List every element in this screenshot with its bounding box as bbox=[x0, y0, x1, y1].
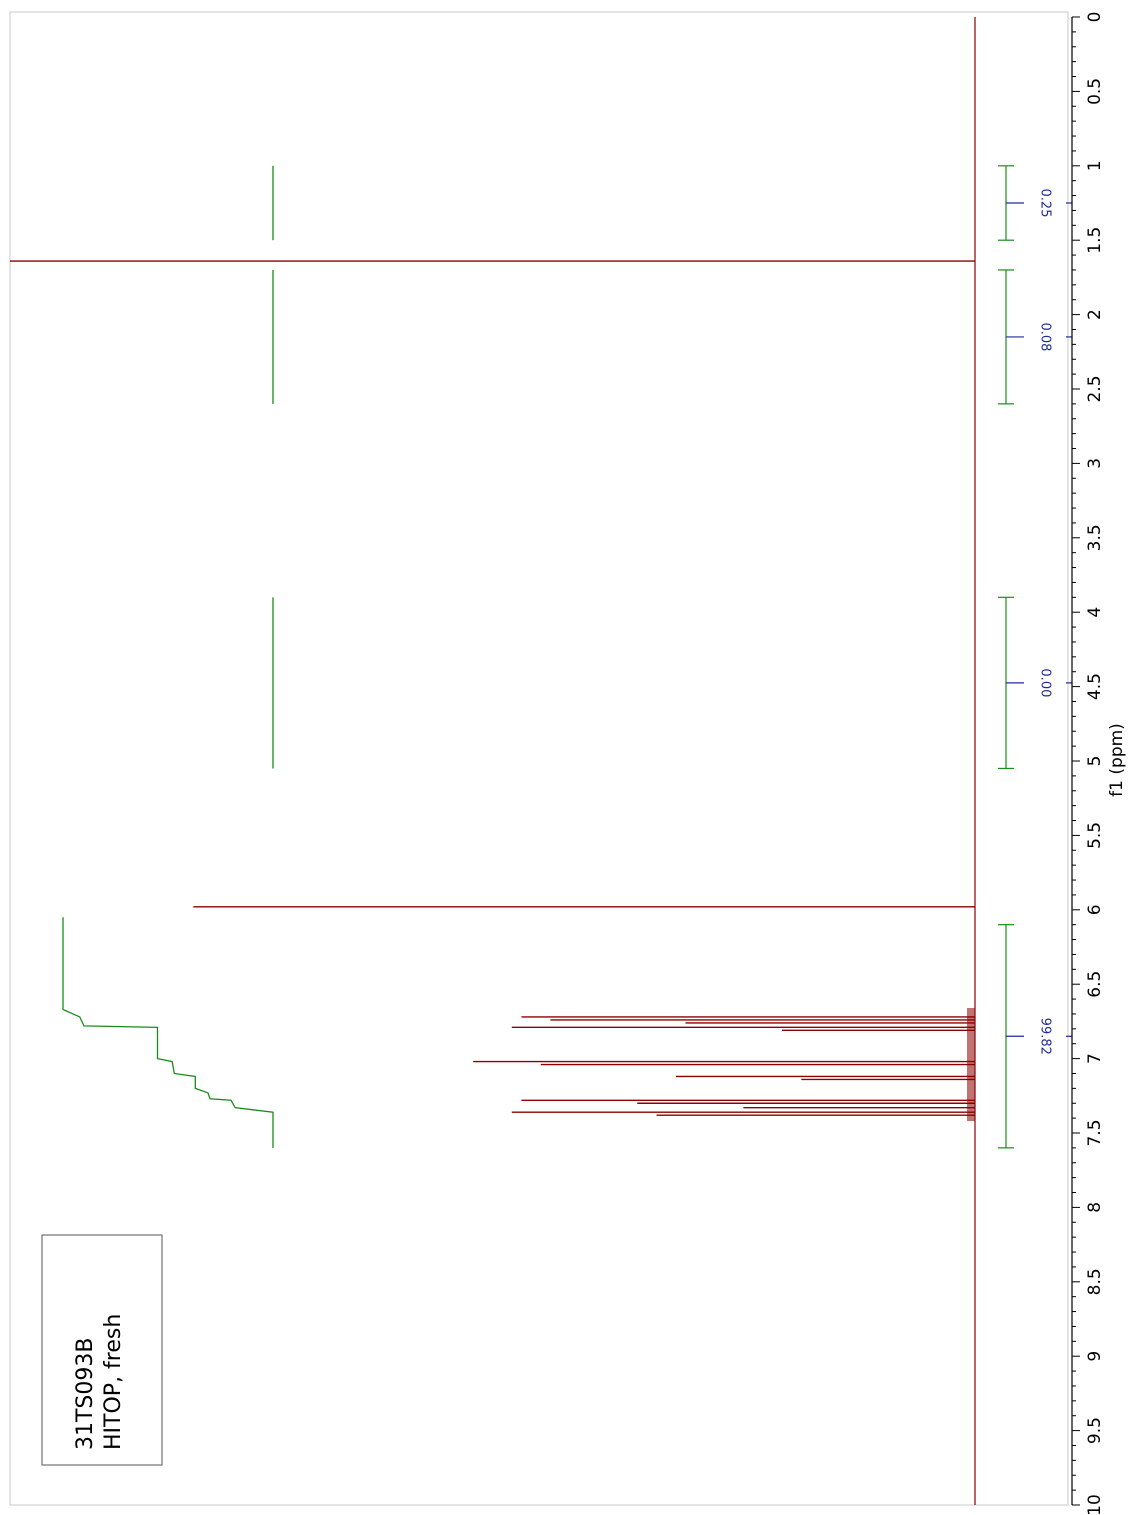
integral-value-label: 99.82 bbox=[1038, 1018, 1053, 1055]
integral-value-label: 0.08 bbox=[1038, 322, 1053, 351]
integral-curve bbox=[62, 917, 274, 1148]
tick-label: 1 bbox=[1085, 160, 1105, 171]
tick-label: 4.5 bbox=[1085, 673, 1105, 700]
tick-label: 2.5 bbox=[1085, 375, 1105, 402]
integral-brackets: 0.25 0.08 0.00 99.82 bbox=[998, 165, 1072, 1149]
tick-label: 6 bbox=[1085, 904, 1105, 915]
tick-label: 8 bbox=[1085, 1202, 1105, 1213]
tick-label: 3 bbox=[1085, 458, 1105, 469]
tick-label: 5.5 bbox=[1085, 822, 1105, 849]
tick-label: 7.5 bbox=[1085, 1119, 1105, 1146]
integral-value-label: 0.25 bbox=[1038, 189, 1053, 218]
spectrum-peaks bbox=[10, 17, 976, 1505]
plot-frame bbox=[9, 11, 1069, 1506]
tick-label: 3.5 bbox=[1085, 524, 1105, 551]
sample-id-text: 31TS093B bbox=[73, 1338, 98, 1450]
integral-curves bbox=[62, 165, 274, 1148]
tick-label: 10 bbox=[1085, 1494, 1105, 1515]
tick-label: 8.5 bbox=[1085, 1268, 1105, 1295]
tick-label: 0.5 bbox=[1085, 78, 1105, 105]
sample-condition-text: HITOP, fresh bbox=[101, 1314, 126, 1450]
tick-label: 4 bbox=[1085, 607, 1105, 618]
sample-info-box: 31TS093B HITOP, fresh bbox=[41, 1234, 163, 1466]
ppm-axis: 0 0.5 1 1.5 2 2.5 3 3.5 4 4.5 5 5.5 6 6.5 7 7.5 8 8.5 9 9.5… bbox=[1071, 12, 1105, 1515]
tick-label: 6.5 bbox=[1085, 971, 1105, 998]
tick-label: 7 bbox=[1085, 1053, 1105, 1064]
tick-label: 9.5 bbox=[1085, 1417, 1105, 1444]
tick-label: 9 bbox=[1085, 1351, 1105, 1362]
tick-label: 2 bbox=[1085, 309, 1105, 320]
tick-label: 1.5 bbox=[1085, 227, 1105, 254]
integral-value-label: 0.00 bbox=[1038, 668, 1053, 697]
sample-box-frame bbox=[41, 1234, 163, 1466]
multiplet-base bbox=[967, 1008, 975, 1122]
x-axis-title: f1 (ppm) bbox=[1107, 723, 1127, 797]
tick-label: 0 bbox=[1085, 12, 1105, 23]
tick-label: 5 bbox=[1085, 756, 1105, 767]
